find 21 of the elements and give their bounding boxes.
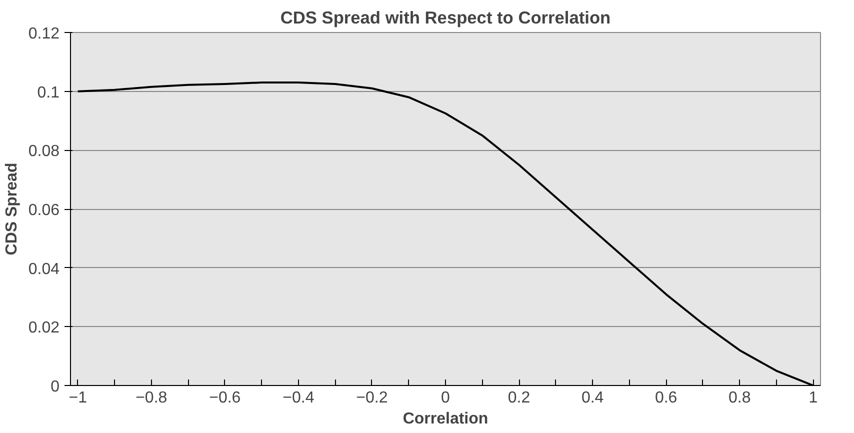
x-tick-label: −0.2 <box>356 390 388 406</box>
y-tick-label: 0.06 <box>28 202 60 219</box>
x-tick-label: −0.6 <box>209 390 241 406</box>
x-tick-label: −0.4 <box>282 390 314 406</box>
x-tick-label: 0.2 <box>508 390 530 406</box>
y-tick-label: 0.08 <box>28 143 60 160</box>
y-tick-label: 0.04 <box>28 260 60 278</box>
y-tick-label: 0.1 <box>37 84 60 102</box>
x-tick-label: 0.4 <box>581 390 604 406</box>
x-axis-title: Correlation <box>402 410 488 428</box>
chart-title: CDS Spread with Respect to Correlation <box>280 8 611 28</box>
y-axis-title: CDS Spread <box>3 162 20 256</box>
x-tick-label: −0.8 <box>136 390 168 406</box>
x-tick-label: 0 <box>441 390 450 406</box>
x-tick-label: 0.8 <box>728 390 751 406</box>
y-tick-label: 0 <box>50 378 60 396</box>
x-tick-label: 0.6 <box>654 390 678 406</box>
y-tick-label: 0.02 <box>28 320 60 337</box>
x-tick-label: −1 <box>68 390 88 406</box>
y-tick-label: 0.12 <box>28 26 60 42</box>
x-tick-label: 1 <box>808 390 818 406</box>
